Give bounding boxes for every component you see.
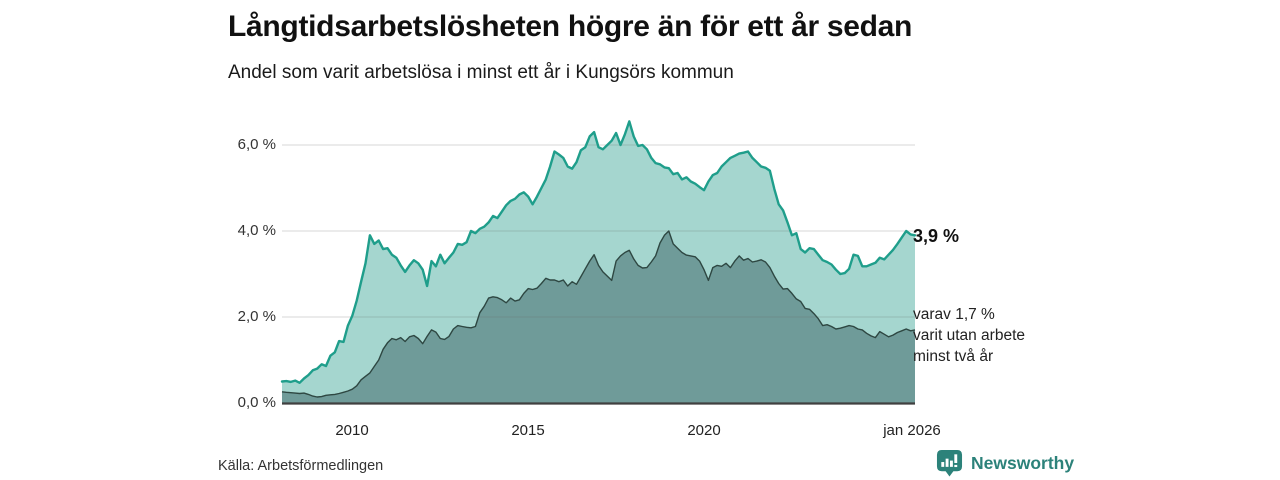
chart-subtitle: Andel som varit arbetslösa i minst ett å… (228, 62, 734, 83)
newsworthy-icon (936, 449, 963, 477)
area-2year-fill (282, 231, 915, 403)
line-1year (280, 120, 917, 384)
source-note: Källa: Arbetsförmedlingen (218, 458, 384, 474)
secondary-annotation-line3: minst två år (913, 348, 994, 365)
y-tick-2: 2,0 % (237, 308, 276, 325)
page-title: Långtidsarbetslösheten högre än för ett … (228, 10, 913, 43)
x-tick-2020: 2020 (687, 422, 721, 439)
secondary-annotation: varav 1,7 % varit utan arbete minst två … (913, 304, 1025, 367)
secondary-annotation-line2: varit utan arbete (913, 327, 1026, 344)
y-tick-0: 0,0 % (237, 394, 276, 411)
x-tick-2015: 2015 (511, 422, 545, 439)
x-tick-jan-2026: jan 2026 (883, 422, 941, 439)
brand-name: Newsworthy (971, 452, 1075, 473)
y-tick-6: 6,0 % (237, 136, 276, 153)
y-tick-4: 4,0 % (237, 222, 276, 239)
latest-value-label: 3,9 % (913, 226, 960, 246)
brand-logo: Newsworthy (936, 449, 1074, 477)
secondary-annotation-line1: varav 1,7 % (913, 306, 995, 323)
line-2year (281, 230, 916, 398)
x-tick-2010: 2010 (335, 422, 369, 439)
